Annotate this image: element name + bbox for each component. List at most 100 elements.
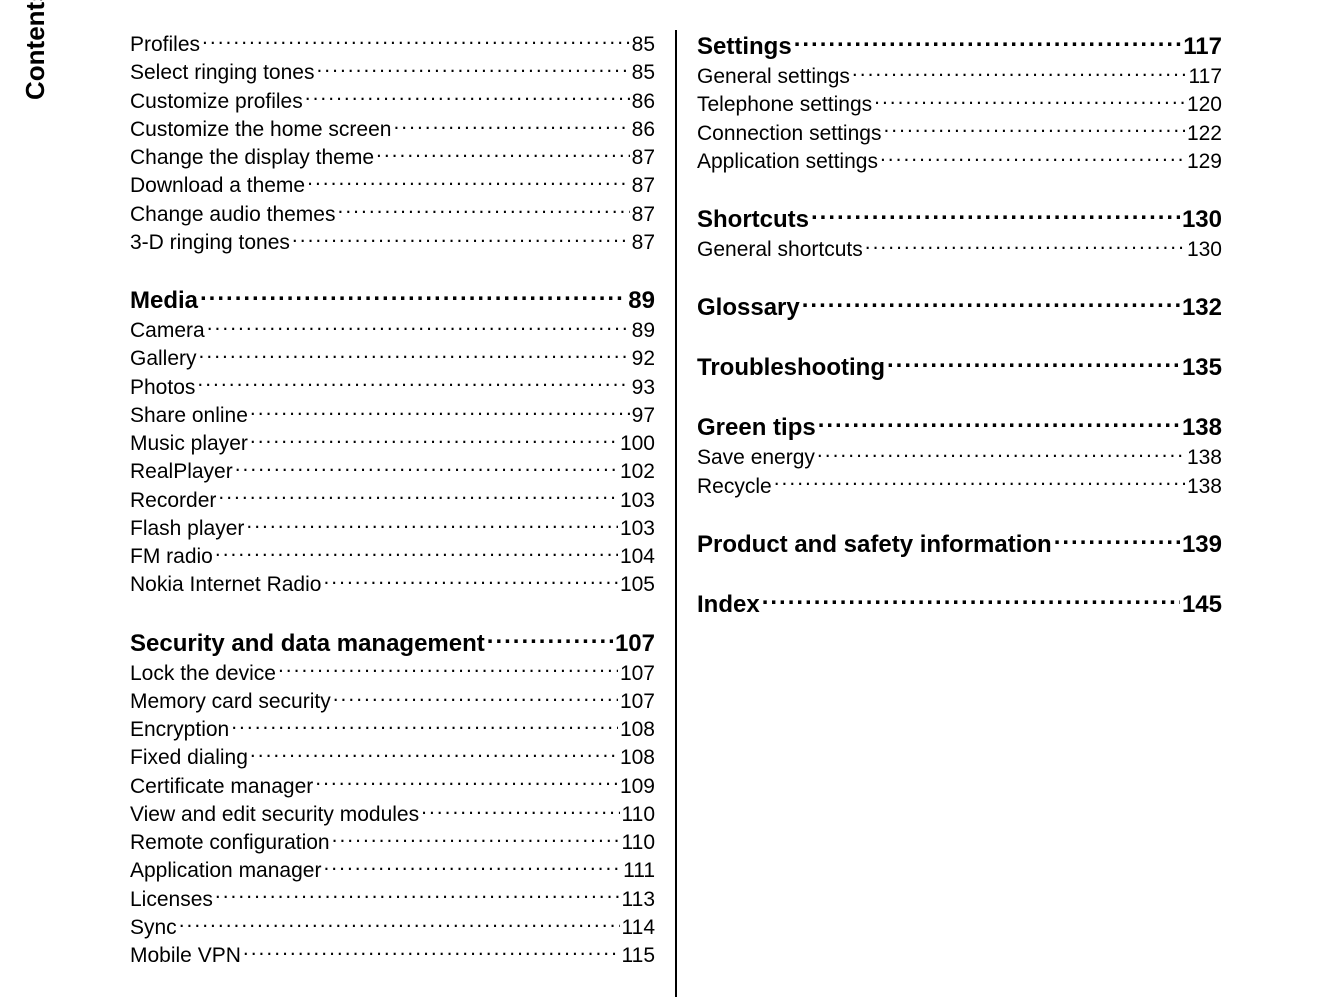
toc-leader-dots	[315, 772, 618, 793]
toc-entry-label: Security and data management	[130, 629, 485, 659]
toc-heading[interactable]: Settings117	[697, 30, 1222, 62]
toc-leader-dots	[207, 316, 630, 337]
toc-section: Shortcuts130General shortcuts130	[697, 203, 1222, 263]
toc-section: Media89Camera89Gallery92Photos93Share on…	[130, 284, 655, 599]
toc-heading[interactable]: Shortcuts130	[697, 203, 1222, 235]
toc-entry-label: Music player	[130, 431, 248, 457]
toc-leader-dots	[215, 885, 620, 906]
toc-entry[interactable]: Gallery92	[130, 344, 655, 372]
toc-entry[interactable]: Connection settings 122	[697, 119, 1222, 147]
toc-entry[interactable]: Encryption108	[130, 715, 655, 743]
toc-entry-label: Customize profiles	[130, 89, 303, 115]
toc-entry[interactable]: Application settings129	[697, 147, 1222, 175]
toc-entry-label: Save energy	[697, 445, 815, 471]
toc-entry-label: Flash player	[130, 516, 244, 542]
toc-entry[interactable]: View and edit security modules110	[130, 800, 655, 828]
toc-leader-dots	[376, 143, 630, 164]
toc-leader-dots	[218, 486, 618, 507]
toc-entry-page: 87	[632, 145, 655, 171]
sidebar-contents-label: Contents	[20, 0, 51, 100]
toc-section: Settings117General settings117Telephone …	[697, 30, 1222, 175]
toc-leader-dots	[250, 401, 630, 422]
toc-entry[interactable]: Select ringing tones85	[130, 58, 655, 86]
toc-entry[interactable]: Camera89	[130, 316, 655, 344]
toc-entry[interactable]: Licenses113	[130, 885, 655, 913]
toc-entry[interactable]: Remote configuration110	[130, 828, 655, 856]
toc-heading[interactable]: Glossary132	[697, 291, 1222, 323]
toc-entry[interactable]: General shortcuts130	[697, 235, 1222, 263]
toc-entry[interactable]: Fixed dialing108	[130, 743, 655, 771]
toc-entry[interactable]: General settings117	[697, 62, 1222, 90]
toc-entry-page: 129	[1187, 149, 1222, 175]
toc-entry-label: Nokia Internet Radio	[130, 572, 321, 598]
toc-entry-label: Photos	[130, 375, 195, 401]
toc-columns: Profiles85Select ringing tones85Customiz…	[110, 30, 1242, 997]
toc-entry-page: 138	[1187, 445, 1222, 471]
toc-leader-dots	[802, 291, 1180, 315]
toc-entry[interactable]: Recorder103	[130, 486, 655, 514]
toc-entry[interactable]: Memory card security107	[130, 687, 655, 715]
toc-leader-dots	[887, 351, 1180, 375]
toc-leader-dots	[880, 147, 1185, 168]
toc-entry[interactable]: Lock the device107	[130, 659, 655, 687]
toc-entry[interactable]: Save energy 138	[697, 443, 1222, 471]
toc-entry-label: Shortcuts	[697, 205, 809, 235]
toc-heading[interactable]: Security and data management 107	[130, 627, 655, 659]
toc-entry-page: 108	[620, 717, 655, 743]
toc-entry[interactable]: Share online97	[130, 401, 655, 429]
toc-entry[interactable]: Telephone settings120	[697, 90, 1222, 118]
toc-entry-page: 113	[622, 887, 655, 913]
toc-section: Green tips138Save energy 138Recycle138	[697, 411, 1222, 500]
toc-entry[interactable]: Change audio themes87	[130, 200, 655, 228]
toc-entry[interactable]: Photos93	[130, 373, 655, 401]
toc-entry[interactable]: Customize profiles86	[130, 87, 655, 115]
toc-leader-dots	[865, 235, 1185, 256]
toc-entry-page: 87	[632, 230, 655, 256]
toc-entry-page: 122	[1187, 121, 1222, 147]
toc-entry[interactable]: Download a theme87	[130, 171, 655, 199]
toc-section: Troubleshooting135	[697, 351, 1222, 383]
toc-entry-label: Product and safety information	[697, 530, 1052, 560]
toc-leader-dots	[323, 570, 618, 591]
toc-entry[interactable]: Recycle138	[697, 472, 1222, 500]
toc-entry-label: Download a theme	[130, 173, 305, 199]
toc-entry-page: 110	[622, 802, 655, 828]
toc-entry-page: 145	[1182, 590, 1222, 620]
toc-entry-label: Fixed dialing	[130, 745, 248, 771]
toc-entry[interactable]: RealPlayer102	[130, 457, 655, 485]
toc-entry[interactable]: Mobile VPN115	[130, 941, 655, 969]
toc-leader-dots	[817, 443, 1185, 464]
toc-heading[interactable]: Product and safety information139	[697, 528, 1222, 560]
toc-heading[interactable]: Media89	[130, 284, 655, 316]
toc-leader-dots	[202, 30, 630, 51]
toc-entry-label: Troubleshooting	[697, 353, 885, 383]
toc-entry[interactable]: Music player100	[130, 429, 655, 457]
toc-entry[interactable]: Certificate manager109	[130, 772, 655, 800]
toc-heading[interactable]: Index145	[697, 588, 1222, 620]
toc-leader-dots	[883, 119, 1185, 140]
toc-leader-dots	[246, 514, 618, 535]
toc-leader-dots	[316, 58, 629, 79]
toc-heading[interactable]: Green tips138	[697, 411, 1222, 443]
toc-entry[interactable]: Nokia Internet Radio105	[130, 570, 655, 598]
toc-entry-label: Connection settings	[697, 121, 881, 147]
toc-entry[interactable]: FM radio104	[130, 542, 655, 570]
toc-entry-page: 107	[615, 629, 655, 659]
toc-entry[interactable]: Profiles85	[130, 30, 655, 58]
toc-entry[interactable]: Application manager111	[130, 856, 655, 884]
toc-leader-dots	[337, 200, 629, 221]
toc-entry[interactable]: Flash player103	[130, 514, 655, 542]
toc-entry-label: Customize the home screen	[130, 117, 391, 143]
toc-leader-dots	[250, 743, 618, 764]
toc-heading[interactable]: Troubleshooting135	[697, 351, 1222, 383]
toc-column-left: Profiles85Select ringing tones85Customiz…	[110, 30, 677, 997]
toc-entry-page: 115	[622, 943, 655, 969]
toc-leader-dots	[323, 856, 621, 877]
toc-entry-label: General shortcuts	[697, 237, 863, 263]
toc-leader-dots	[179, 913, 620, 934]
toc-entry[interactable]: Customize the home screen86	[130, 115, 655, 143]
toc-entry-page: 138	[1187, 474, 1222, 500]
toc-entry[interactable]: 3-D ringing tones87	[130, 228, 655, 256]
toc-entry[interactable]: Sync114	[130, 913, 655, 941]
toc-entry[interactable]: Change the display theme87	[130, 143, 655, 171]
